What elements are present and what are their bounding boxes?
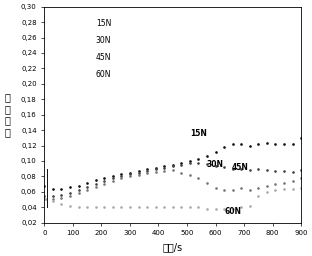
- Text: 45N: 45N: [96, 53, 111, 62]
- X-axis label: 时间/s: 时间/s: [163, 242, 183, 252]
- Text: 15N: 15N: [190, 130, 207, 138]
- Text: 45N: 45N: [231, 163, 248, 172]
- Text: 60N: 60N: [224, 207, 241, 216]
- Text: 30N: 30N: [207, 159, 224, 168]
- Text: 30N: 30N: [96, 36, 111, 45]
- Text: 15N: 15N: [96, 18, 111, 28]
- Y-axis label: 摩
擦
系
数: 摩 擦 系 数: [4, 92, 10, 137]
- Text: 60N: 60N: [96, 70, 111, 79]
